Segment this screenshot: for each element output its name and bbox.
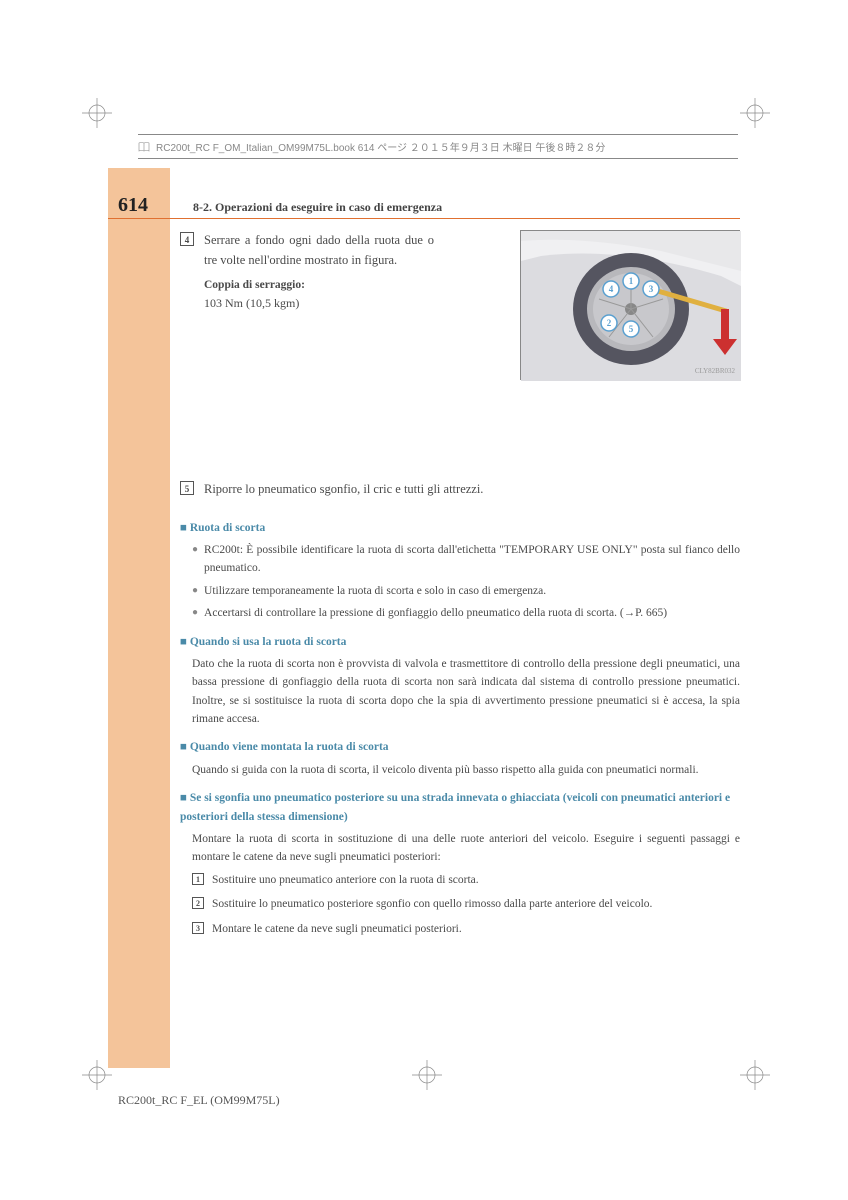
note-sgonfia: Se si sgonfia uno pneumatico posteriore … — [180, 789, 740, 938]
note-title: Quando si usa la ruota di scorta — [180, 633, 740, 651]
sub-step: 3 Montare le catene da neve sugli pneuma… — [192, 920, 740, 938]
sub-step: 2 Sostituire lo pneumatico posteriore sg… — [192, 895, 740, 913]
book-icon — [138, 142, 150, 152]
svg-text:3: 3 — [649, 284, 654, 294]
note-body: Montare la ruota di scorta in sostituzio… — [192, 830, 740, 867]
note-quando-usa: Quando si usa la ruota di scorta Dato ch… — [180, 633, 740, 729]
diagram-code: CLY82BR032 — [695, 366, 735, 377]
torque-label: Coppia di serraggio: — [204, 276, 434, 294]
bullet-text: Accertarsi di controllare la pressione d… — [204, 604, 667, 622]
crop-mark-tl — [82, 98, 112, 128]
note-title: Ruota di scorta — [180, 519, 740, 537]
header-rule — [108, 218, 740, 219]
note-body: Dato che la ruota di scorta non è provvi… — [192, 655, 740, 729]
print-header: RC200t_RC F_OM_Italian_OM99M75L.book 614… — [138, 134, 738, 159]
page-number: 614 — [118, 194, 148, 217]
bullet-icon: ● — [192, 582, 198, 600]
bullet-item: ● Accertarsi di controllare la pressione… — [192, 604, 740, 622]
note-title: Se si sgonfia uno pneumatico posteriore … — [180, 789, 740, 826]
sub-step-text: Sostituire uno pneumatico anteriore con … — [212, 871, 479, 889]
svg-text:2: 2 — [607, 318, 612, 328]
wheel-diagram: 1 2 3 4 5 CLY82BR032 — [520, 230, 740, 380]
sub-step-number: 2 — [192, 897, 204, 909]
note-quando-montata: Quando viene montata la ruota di scorta … — [180, 738, 740, 779]
note-title: Quando viene montata la ruota di scorta — [180, 738, 740, 756]
tab-bar — [108, 168, 170, 1068]
step-5: 5 Riporre lo pneumatico sgonfio, il cric… — [180, 479, 740, 499]
sub-step-number: 3 — [192, 922, 204, 934]
bullet-icon: ● — [192, 541, 198, 578]
step-number: 4 — [180, 232, 194, 246]
footer-code: RC200t_RC F_EL (OM99M75L) — [118, 1093, 280, 1108]
note-body: Quando si guida con la ruota di scorta, … — [192, 761, 740, 779]
sub-step-number: 1 — [192, 873, 204, 885]
main-content: 4 Serrare a fondo ogni dado della ruota … — [180, 230, 740, 948]
step-5-text: Riporre lo pneumatico sgonfio, il cric e… — [204, 479, 483, 499]
bullet-text: Utilizzare temporaneamente la ruota di s… — [204, 582, 546, 600]
crop-mark-bc — [412, 1060, 442, 1090]
notes-section: Ruota di scorta ● RC200t: È possibile id… — [180, 519, 740, 938]
svg-text:5: 5 — [629, 324, 634, 334]
bullet-item: ● Utilizzare temporaneamente la ruota di… — [192, 582, 740, 600]
section-title: 8-2. Operazioni da eseguire in caso di e… — [193, 200, 442, 215]
crop-mark-br — [740, 1060, 770, 1090]
svg-text:1: 1 — [629, 276, 634, 286]
svg-text:4: 4 — [609, 284, 614, 294]
torque-value: 103 Nm (10,5 kgm) — [204, 294, 434, 313]
bullet-icon: ● — [192, 604, 198, 622]
bullet-item: ● RC200t: È possibile identificare la ru… — [192, 541, 740, 578]
sub-step-text: Sostituire lo pneumatico posteriore sgon… — [212, 895, 652, 913]
step-4-text: Serrare a fondo ogni dado della ruota du… — [204, 230, 434, 270]
step-number: 5 — [180, 481, 194, 495]
bullet-text: RC200t: È possibile identificare la ruot… — [204, 541, 740, 578]
sub-step: 1 Sostituire uno pneumatico anteriore co… — [192, 871, 740, 889]
step-4-body: Serrare a fondo ogni dado della ruota du… — [204, 230, 434, 314]
step-4: 4 Serrare a fondo ogni dado della ruota … — [180, 230, 740, 314]
crop-mark-tr — [740, 98, 770, 128]
note-ruota-scorta: Ruota di scorta ● RC200t: È possibile id… — [180, 519, 740, 623]
sub-step-text: Montare le catene da neve sugli pneumati… — [212, 920, 462, 938]
header-meta-text: RC200t_RC F_OM_Italian_OM99M75L.book 614… — [156, 139, 605, 154]
